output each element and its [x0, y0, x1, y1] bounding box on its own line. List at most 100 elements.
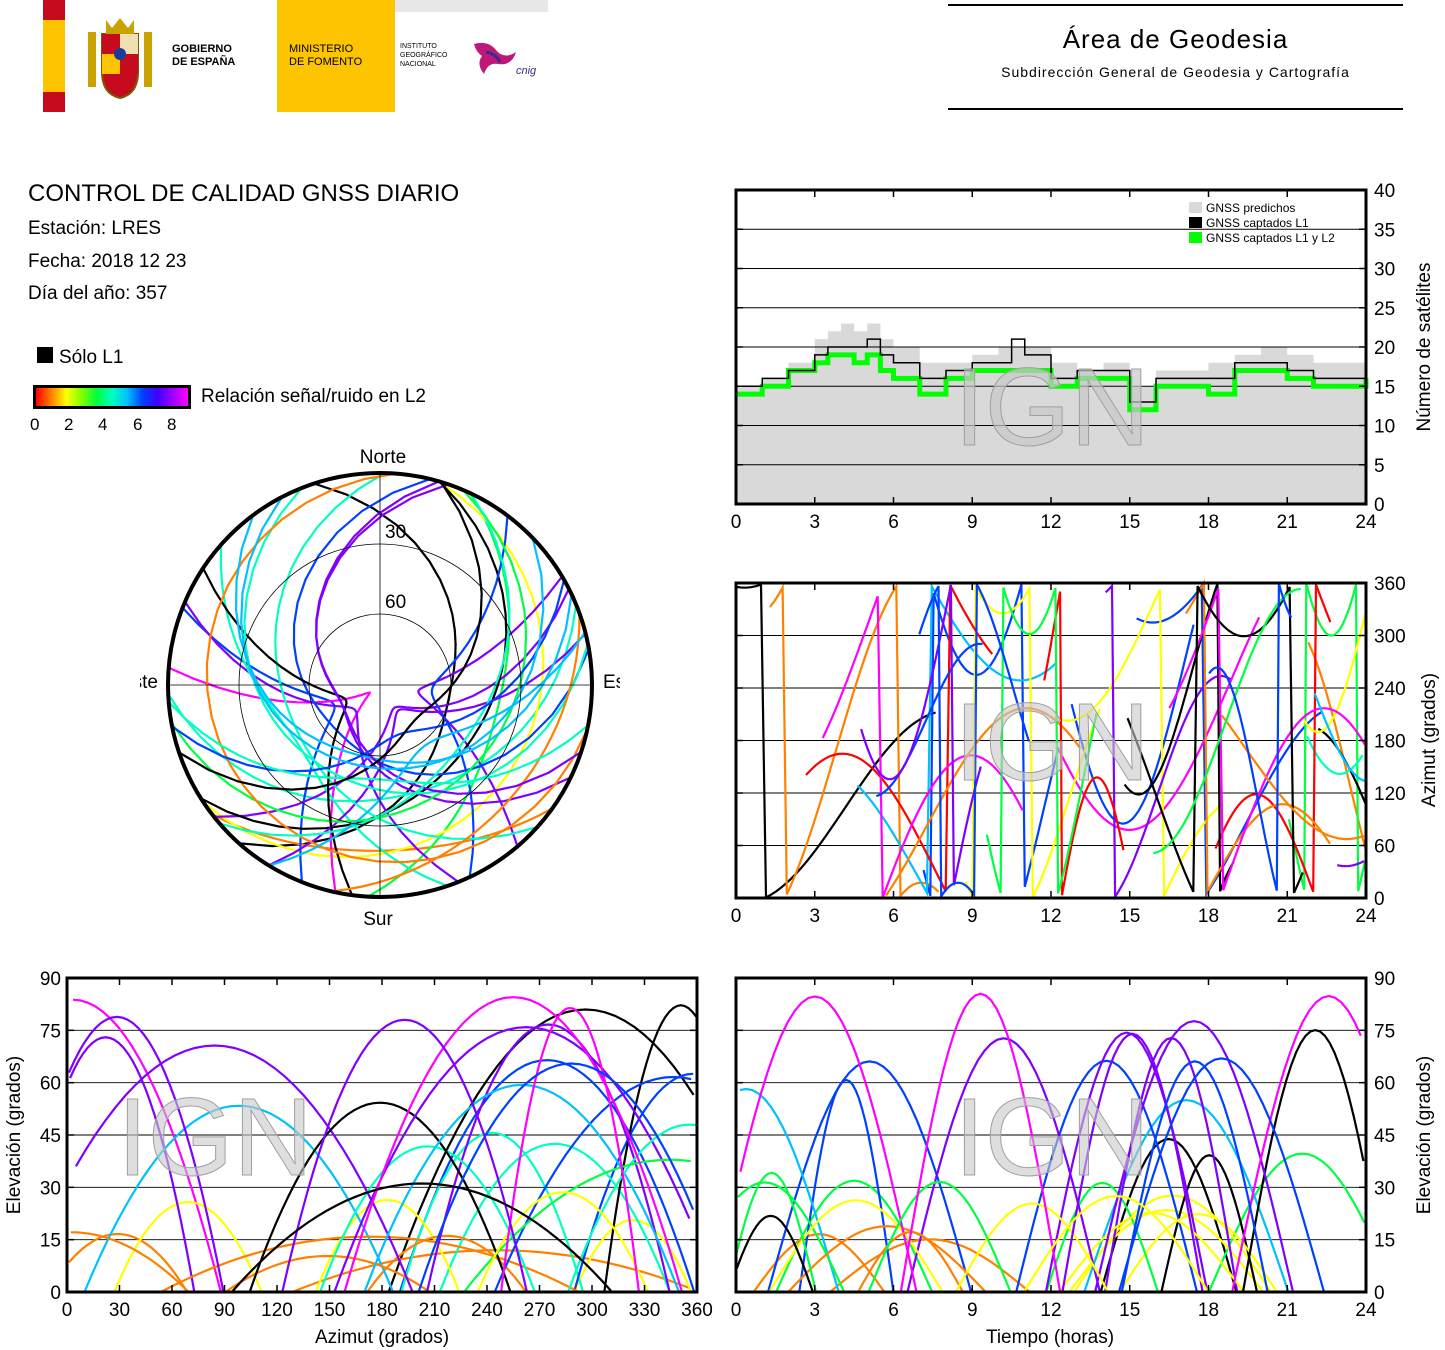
elev-time-track: [739, 995, 918, 1293]
ring-label-30: 30: [385, 522, 406, 543]
x-tick-label: 15: [1119, 1300, 1140, 1321]
elev-az-track: [281, 1018, 528, 1293]
ministerio-block: [277, 0, 395, 112]
y-tick-label: 75: [40, 1021, 61, 1042]
sky-track: [170, 489, 528, 823]
x-tick-label: 12: [1040, 1300, 1061, 1321]
ign-watermark: IGN: [954, 681, 1150, 804]
x-tick-label: 6: [888, 1300, 899, 1321]
header-rule-bottom: [948, 108, 1403, 110]
sky-track: [167, 604, 578, 803]
elev-az-track: [83, 1104, 395, 1293]
elev-time-track: [1117, 1057, 1326, 1293]
elev-az-track: [398, 1058, 696, 1293]
eltime-tracks: [734, 992, 1366, 1293]
l1-only-label: Sólo L1: [59, 347, 124, 368]
azimuth-track: [1153, 587, 1301, 855]
x-tick-label: 240: [471, 1300, 503, 1321]
y-tick-label: 30: [1374, 260, 1395, 281]
sky-track: [417, 575, 563, 847]
x-tick-label: 12: [1040, 512, 1061, 533]
x-tick-label: 18: [1198, 1300, 1219, 1321]
azimuth-track: [735, 583, 936, 900]
legend-predicted: GNSS predichos: [1206, 201, 1295, 215]
elev-time-track: [768, 1199, 944, 1293]
sky-track: [243, 487, 589, 795]
elev-time-track: [1015, 1059, 1199, 1293]
sky-track: [219, 493, 511, 837]
y-tick-label: 0: [50, 1283, 61, 1304]
x-tick-label: 12: [1040, 906, 1061, 927]
elev-az-track: [573, 1072, 694, 1293]
azimuth-time-chart: IGN 0 60 120 180 240 300 360 0 3 6 9 12 15 18 21 24 Azi…: [731, 574, 1440, 927]
elev-time-track: [1094, 1019, 1295, 1293]
elev-az-track: [74, 1044, 414, 1293]
x-tick-label: 3: [809, 512, 820, 533]
series-l1: [736, 338, 1367, 403]
elev-time-track: [829, 1238, 1031, 1293]
sky-track: [167, 701, 589, 785]
ign-text: INSTITUTO GEOGRÁFICO NACIONAL: [400, 43, 448, 68]
azimuth-track: [1184, 578, 1331, 896]
elev-time-track: [1023, 1194, 1210, 1293]
y-tick-label: 20: [1374, 338, 1395, 359]
x-tick-label: 18: [1198, 906, 1219, 927]
spain-flag-stripe: [43, 0, 65, 112]
elev-az-track: [603, 1004, 698, 1293]
sky-track: [213, 588, 570, 818]
azimuth-track: [985, 587, 1098, 894]
elev-az-track: [567, 1123, 696, 1293]
x-tick-label: 21: [1277, 512, 1298, 533]
eltime-xlabel: Tiempo (horas): [986, 1327, 1114, 1348]
elaz-xlabel: Azimut (grados): [315, 1327, 449, 1348]
sky-track: [168, 666, 372, 893]
area-title: Área de Geodesia: [1062, 24, 1289, 54]
elev-time-track: [798, 1078, 895, 1293]
x-tick-label: 150: [314, 1300, 346, 1321]
l1-only-swatch: [37, 347, 53, 363]
y-tick-label: 90: [1374, 969, 1395, 990]
y-tick-label: 60: [1374, 1074, 1395, 1095]
legend-l1: GNSS captados L1: [1206, 216, 1309, 230]
elev-time-track: [739, 1087, 840, 1293]
x-tick-label: 360: [681, 1300, 713, 1321]
elev-az-track: [463, 1158, 691, 1293]
elaz-ylabel: Elevación (grados): [4, 1056, 25, 1214]
azimuth-track: [1168, 588, 1367, 891]
elev-az-track: [476, 1191, 649, 1293]
azimuth-track: [1070, 624, 1195, 825]
x-tick-label: 18: [1198, 512, 1219, 533]
gobierno-text: GOBIERNO DE ESPAÑA: [172, 43, 236, 68]
azimuth-track: [1313, 692, 1365, 782]
elev-az-track: [573, 1218, 693, 1293]
elev-time-track: [735, 1214, 814, 1293]
ign-watermark: IGN: [954, 1076, 1150, 1199]
x-tick-label: 15: [1119, 906, 1140, 927]
elev-time-track: [1207, 1152, 1366, 1293]
azimuth-track: [1214, 584, 1332, 893]
colorbar-tick: 8: [167, 415, 177, 434]
x-tick-label: 0: [62, 1300, 73, 1321]
sky-track: [292, 477, 590, 776]
elev-az-track: [68, 1232, 189, 1293]
azimuth-track: [856, 582, 1057, 897]
elev-time-track: [1160, 1154, 1259, 1293]
doy-label: Día del año: 357: [28, 283, 168, 304]
elev-time-track: [954, 1202, 1110, 1293]
elev-az-track: [291, 1249, 690, 1294]
y-tick-label: 360: [1374, 574, 1406, 595]
x-tick-label: 9: [967, 512, 978, 533]
north-label: Norte: [360, 447, 406, 468]
legend-swatch-l1l2: [1189, 232, 1202, 243]
y-tick-label: 15: [40, 1231, 61, 1252]
sky-track: [219, 544, 448, 888]
elev-az-track: [425, 1023, 671, 1293]
elev-az-track: [113, 1200, 263, 1293]
header-rule-top: [948, 4, 1403, 6]
azimuth-track: [1287, 583, 1366, 892]
azimuth-track: [1123, 583, 1235, 892]
azimuth-track: [1104, 583, 1232, 901]
aztime-ticks: 0 60 120 180 240 300 360 0 3 6 9 12 15 18 21 24: [731, 574, 1406, 927]
elaz-tracks: [67, 996, 698, 1294]
x-tick-label: 24: [1355, 906, 1377, 927]
